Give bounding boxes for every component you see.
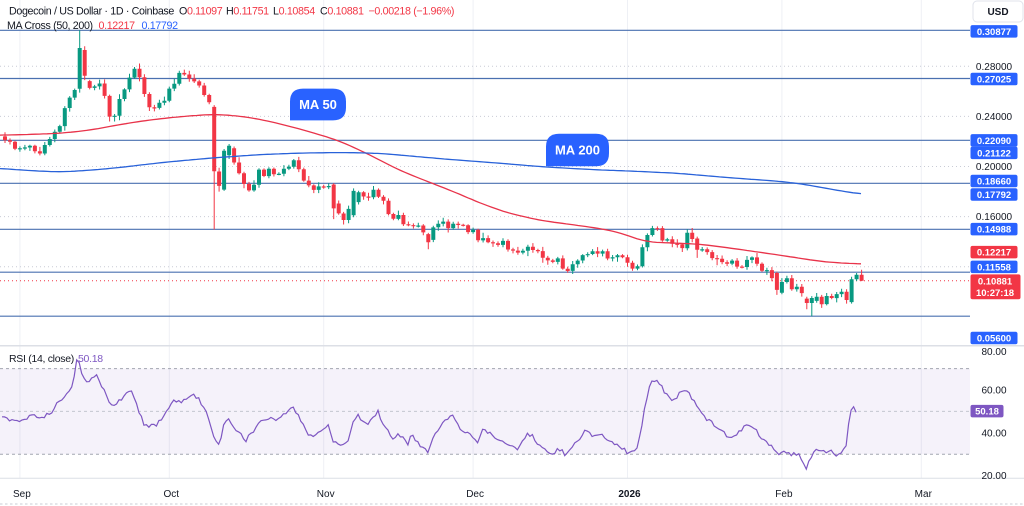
- svg-text:80.00: 80.00: [981, 347, 1006, 358]
- svg-text:Mar: Mar: [915, 489, 933, 500]
- svg-text:RSI (14, close)50.18: RSI (14, close) 50.18: [9, 353, 103, 365]
- svg-text:0.12217: 0.12217: [977, 248, 1011, 259]
- svg-text:Sep: Sep: [13, 489, 31, 500]
- svg-text:0.10881: 0.10881: [978, 277, 1013, 288]
- svg-text:0.22090: 0.22090: [977, 136, 1011, 147]
- svg-text:USD: USD: [987, 7, 1008, 18]
- svg-text:0.11558: 0.11558: [977, 262, 1011, 273]
- svg-text:Feb: Feb: [775, 489, 793, 500]
- svg-text:Oct: Oct: [164, 489, 180, 500]
- svg-text:0.17792: 0.17792: [977, 190, 1011, 201]
- svg-text:0.16000: 0.16000: [976, 212, 1013, 223]
- svg-text:Dec: Dec: [466, 489, 484, 500]
- svg-text:MA 200: MA 200: [555, 142, 600, 157]
- svg-text:50.18: 50.18: [975, 407, 999, 418]
- svg-text:0.14988: 0.14988: [977, 225, 1011, 236]
- svg-text:20.00: 20.00: [981, 471, 1006, 482]
- svg-text:MA 50: MA 50: [299, 97, 337, 112]
- svg-text:2026: 2026: [618, 489, 641, 500]
- svg-text:0.18660: 0.18660: [977, 177, 1011, 188]
- svg-text:0.27025: 0.27025: [977, 74, 1012, 85]
- svg-text:60.00: 60.00: [981, 386, 1006, 397]
- svg-text:0.24000: 0.24000: [976, 112, 1013, 123]
- svg-text:Nov: Nov: [317, 489, 335, 500]
- svg-text:10:27:18: 10:27:18: [976, 288, 1014, 299]
- svg-text:0.28000: 0.28000: [976, 62, 1013, 73]
- svg-text:Dogecoin / US Dollar · 1D · Co: Dogecoin / US Dollar · 1D · Coinbase: [9, 6, 174, 18]
- svg-text:0.20000: 0.20000: [976, 162, 1013, 173]
- svg-text:0.30877: 0.30877: [977, 27, 1011, 38]
- svg-text:40.00: 40.00: [981, 428, 1006, 439]
- svg-text:0.05600: 0.05600: [977, 334, 1011, 345]
- svg-text:0.21122: 0.21122: [977, 148, 1011, 159]
